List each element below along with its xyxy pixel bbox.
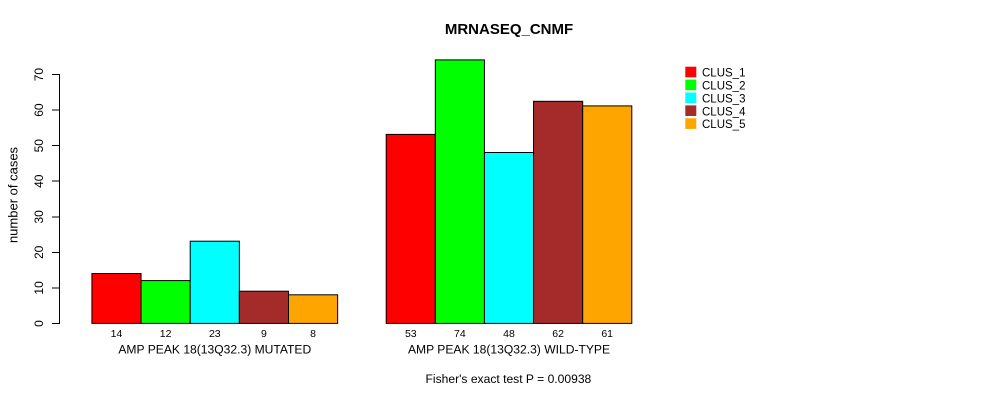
svg-text:62: 62: [552, 328, 564, 340]
svg-text:30: 30: [32, 210, 46, 224]
svg-text:8: 8: [310, 328, 316, 340]
svg-text:AMP PEAK 18(13Q32.3) MUTATED: AMP PEAK 18(13Q32.3) MUTATED: [118, 343, 311, 357]
svg-text:74: 74: [454, 328, 466, 340]
svg-text:12: 12: [160, 328, 172, 340]
svg-text:number of cases: number of cases: [6, 146, 21, 243]
svg-text:9: 9: [261, 328, 267, 340]
svg-text:14: 14: [111, 328, 123, 340]
svg-text:48: 48: [503, 328, 515, 340]
svg-text:60: 60: [32, 103, 46, 117]
svg-text:0: 0: [32, 320, 46, 327]
svg-text:CLUS_3: CLUS_3: [702, 93, 745, 105]
svg-text:50: 50: [32, 139, 46, 153]
svg-text:53: 53: [405, 328, 417, 340]
svg-text:40: 40: [32, 174, 46, 188]
svg-text:23: 23: [209, 328, 221, 340]
svg-text:AMP PEAK 18(13Q32.3) WILD-TYPE: AMP PEAK 18(13Q32.3) WILD-TYPE: [408, 343, 610, 357]
svg-text:Fisher's exact test P = 0.0093: Fisher's exact test P = 0.00938: [426, 372, 592, 386]
svg-text:CLUS_4: CLUS_4: [702, 106, 746, 118]
svg-text:61: 61: [601, 328, 613, 340]
svg-text:MRNASEQ_CNMF: MRNASEQ_CNMF: [445, 21, 573, 38]
svg-text:10: 10: [32, 281, 46, 295]
svg-text:CLUS_1: CLUS_1: [702, 68, 745, 80]
svg-text:20: 20: [32, 245, 46, 259]
svg-text:70: 70: [32, 68, 46, 82]
svg-text:CLUS_5: CLUS_5: [702, 119, 745, 131]
svg-text:CLUS_2: CLUS_2: [702, 81, 745, 93]
